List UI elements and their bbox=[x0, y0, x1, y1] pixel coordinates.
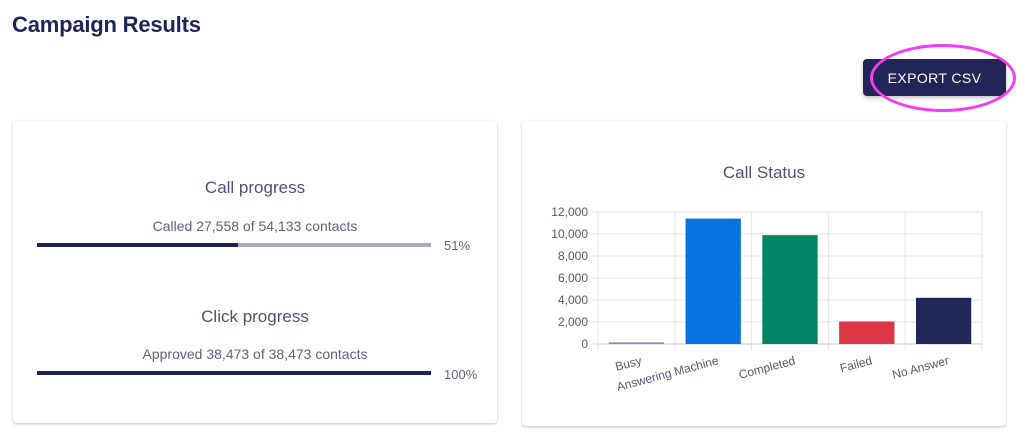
call-progress-fill bbox=[37, 243, 238, 247]
x-tick-label: Busy bbox=[614, 353, 643, 373]
click-progress-title: Click progress bbox=[201, 307, 309, 326]
bar-completed bbox=[762, 235, 818, 344]
bar-failed bbox=[839, 321, 895, 344]
bar-busy bbox=[608, 342, 665, 344]
y-tick-label: 10,000 bbox=[551, 227, 588, 241]
chart-title: Call Status bbox=[722, 163, 806, 182]
page-title: Campaign Results bbox=[12, 12, 201, 37]
x-tick-label: Failed bbox=[838, 353, 873, 375]
click-progress-bar bbox=[37, 371, 431, 375]
progress-card: Call progress Called 27,558 of 54,133 co… bbox=[13, 121, 497, 423]
call-progress-summary: Called 27,558 of 54,133 contacts bbox=[152, 218, 358, 234]
call-progress-bar bbox=[37, 243, 431, 247]
y-tick-label: 8,000 bbox=[558, 249, 588, 263]
export-csv-button[interactable]: EXPORT CSV bbox=[863, 59, 1006, 96]
y-tick-label: 0 bbox=[581, 337, 588, 351]
call-status-chart: 12,00010,0008,0006,0004,0002,0000BusyAns… bbox=[551, 205, 983, 394]
y-tick-label: 4,000 bbox=[558, 293, 588, 307]
click-progress-percent: 100% bbox=[444, 367, 478, 382]
y-tick-label: 12,000 bbox=[551, 205, 588, 219]
y-tick-label: 6,000 bbox=[558, 271, 588, 285]
x-tick-label: No Answer bbox=[891, 353, 951, 382]
x-tick-label: Completed bbox=[737, 353, 797, 382]
bar-no-answer bbox=[915, 297, 972, 344]
y-tick-label: 2,000 bbox=[558, 315, 588, 329]
click-progress-fill bbox=[37, 371, 431, 375]
call-status-card: Call Status 12,000 10,000 8,000 6,000 4,000 2… bbox=[522, 121, 1006, 426]
bar-answering-machine bbox=[685, 218, 741, 344]
click-progress-summary: Approved 38,473 of 38,473 contacts bbox=[142, 346, 368, 362]
call-progress-percent: 51% bbox=[444, 238, 471, 253]
call-progress-title: Call progress bbox=[204, 178, 306, 197]
